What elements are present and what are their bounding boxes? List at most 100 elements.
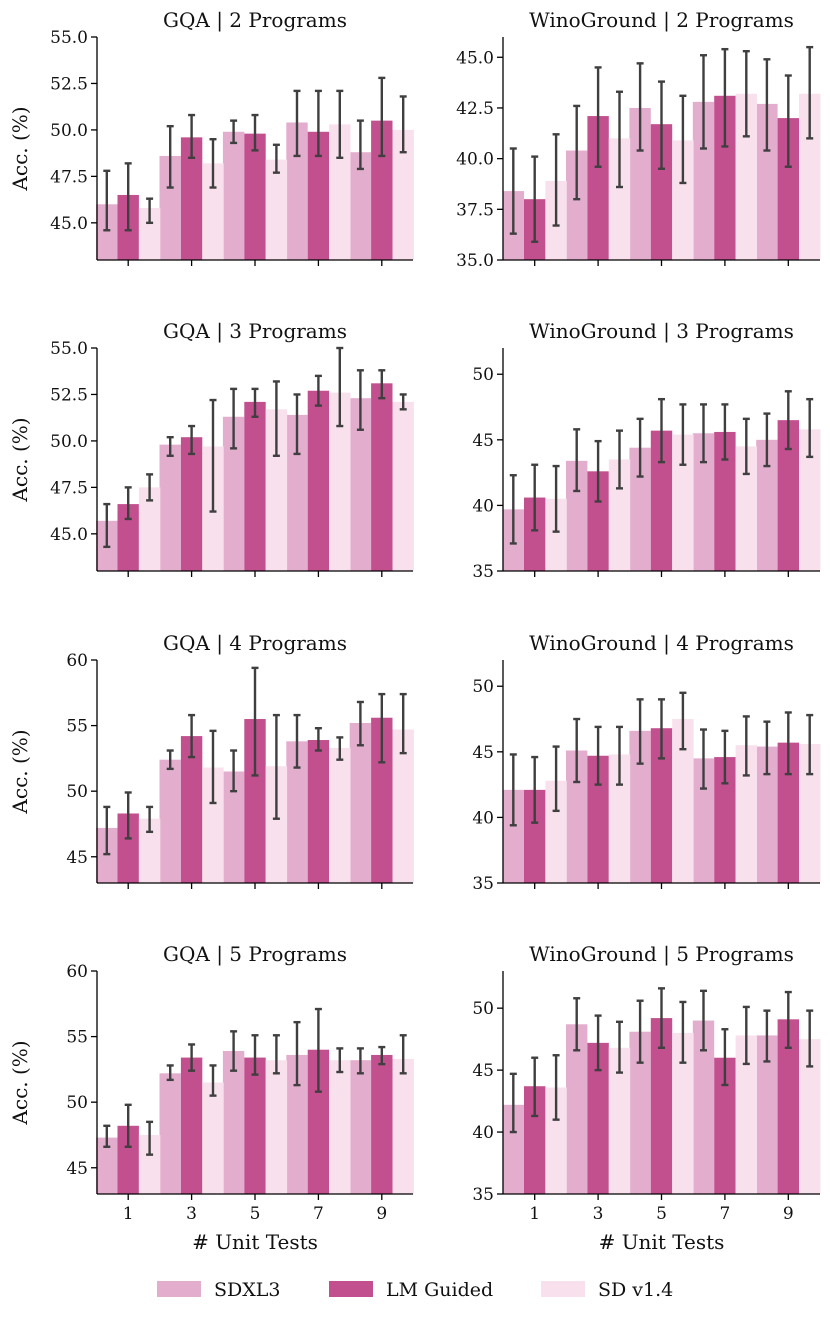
bar xyxy=(349,722,372,883)
bar xyxy=(222,1051,245,1194)
error-bar xyxy=(124,486,132,521)
x-tick-label: 7 xyxy=(719,1204,730,1224)
bar xyxy=(629,107,651,260)
error-bar xyxy=(679,94,687,185)
bar xyxy=(286,1054,308,1194)
bar xyxy=(159,1073,181,1194)
y-tick-label: 55.0 xyxy=(50,339,88,359)
bar xyxy=(371,717,393,883)
bar xyxy=(371,1054,393,1194)
y-tick-label: 45.0 xyxy=(50,214,88,234)
error-bar xyxy=(209,138,217,189)
bar xyxy=(159,759,181,883)
legend-label: LM Guided xyxy=(386,1279,493,1301)
error-bar xyxy=(509,474,517,545)
error-bar xyxy=(293,1020,301,1087)
error-bar xyxy=(103,502,111,549)
bar xyxy=(502,1104,524,1194)
bar xyxy=(244,719,266,883)
error-bar xyxy=(552,133,560,227)
x-tick-label: 7 xyxy=(313,1204,324,1224)
error-bar xyxy=(336,1047,344,1074)
error-bar xyxy=(679,403,687,466)
error-bar xyxy=(336,346,344,428)
bar xyxy=(138,818,161,883)
error-bar xyxy=(356,119,364,171)
y-tick-label: 50 xyxy=(66,1093,88,1113)
bar xyxy=(650,430,673,571)
bar xyxy=(777,1019,799,1194)
bar xyxy=(286,122,308,260)
y-tick-label: 35 xyxy=(472,562,494,582)
error-bar xyxy=(336,89,344,159)
bar xyxy=(735,745,757,883)
error-bar xyxy=(103,805,111,856)
error-bar xyxy=(784,390,792,451)
y-axis-label: Acc. (%) xyxy=(8,417,32,502)
bar xyxy=(392,729,414,883)
y-tick-label: 55 xyxy=(66,1028,88,1048)
error-bar xyxy=(700,54,707,150)
error-bar xyxy=(721,1028,729,1087)
bar xyxy=(265,159,288,260)
bar xyxy=(117,813,139,883)
bar xyxy=(545,1087,567,1194)
y-tick-label: 52.5 xyxy=(50,74,88,94)
error-bar xyxy=(103,169,111,232)
error-bar xyxy=(399,393,407,411)
legend-label: SD v1.4 xyxy=(598,1279,673,1301)
error-bar xyxy=(616,1020,623,1074)
error-bar xyxy=(230,1030,238,1072)
error-bar xyxy=(658,80,665,170)
legend-swatch xyxy=(329,1281,373,1297)
chart-title: GQA | 5 Programs xyxy=(163,942,347,967)
bar xyxy=(608,1047,631,1194)
error-bar xyxy=(594,725,602,786)
bar xyxy=(392,1058,414,1194)
error-bar xyxy=(146,1120,154,1156)
error-bar xyxy=(763,58,771,152)
bar xyxy=(159,444,181,571)
error-bar xyxy=(742,1005,750,1066)
bar xyxy=(587,755,609,883)
bar xyxy=(566,150,588,260)
error-bar xyxy=(230,749,238,793)
y-tick-label: 52.5 xyxy=(50,385,88,405)
error-bar xyxy=(188,1043,196,1072)
bar xyxy=(608,138,631,260)
legend-swatch xyxy=(157,1281,201,1297)
error-bar xyxy=(378,692,386,764)
error-bar xyxy=(636,999,644,1064)
y-tick-label: 35 xyxy=(472,1185,494,1205)
y-tick-label: 55.0 xyxy=(50,28,88,48)
bar xyxy=(222,416,245,571)
y-tick-label: 40 xyxy=(472,808,494,828)
bar xyxy=(650,124,673,260)
error-bar xyxy=(636,698,644,765)
chart-panel: 45.0 47.5 50.0 52.5 55.0 GQA | 3 Programs Acc.… xyxy=(8,319,414,577)
bar xyxy=(524,789,546,883)
x-axis-label: # Unit Tests xyxy=(599,1230,725,1254)
legend: SDXL3 LM Guided SD v1.4 xyxy=(157,1279,673,1301)
error-bar xyxy=(594,1014,602,1072)
error-bar xyxy=(700,403,707,464)
bar xyxy=(692,758,715,883)
bar xyxy=(566,460,588,571)
bar xyxy=(587,471,609,571)
bar xyxy=(692,1020,715,1194)
y-tick-label: 40.0 xyxy=(456,150,494,170)
error-bar xyxy=(272,1034,280,1075)
error-bar xyxy=(356,700,364,747)
error-bar xyxy=(251,1034,259,1076)
error-bar xyxy=(700,728,707,790)
x-tick-label: 1 xyxy=(123,1204,134,1224)
error-bar xyxy=(378,76,386,158)
error-bar xyxy=(378,369,386,400)
error-bar xyxy=(251,666,259,777)
chart-title: WinoGround | 3 Programs xyxy=(529,319,794,344)
bar xyxy=(349,152,372,260)
x-tick-label: 9 xyxy=(376,1204,387,1224)
bar xyxy=(714,757,736,883)
bar xyxy=(608,754,631,883)
